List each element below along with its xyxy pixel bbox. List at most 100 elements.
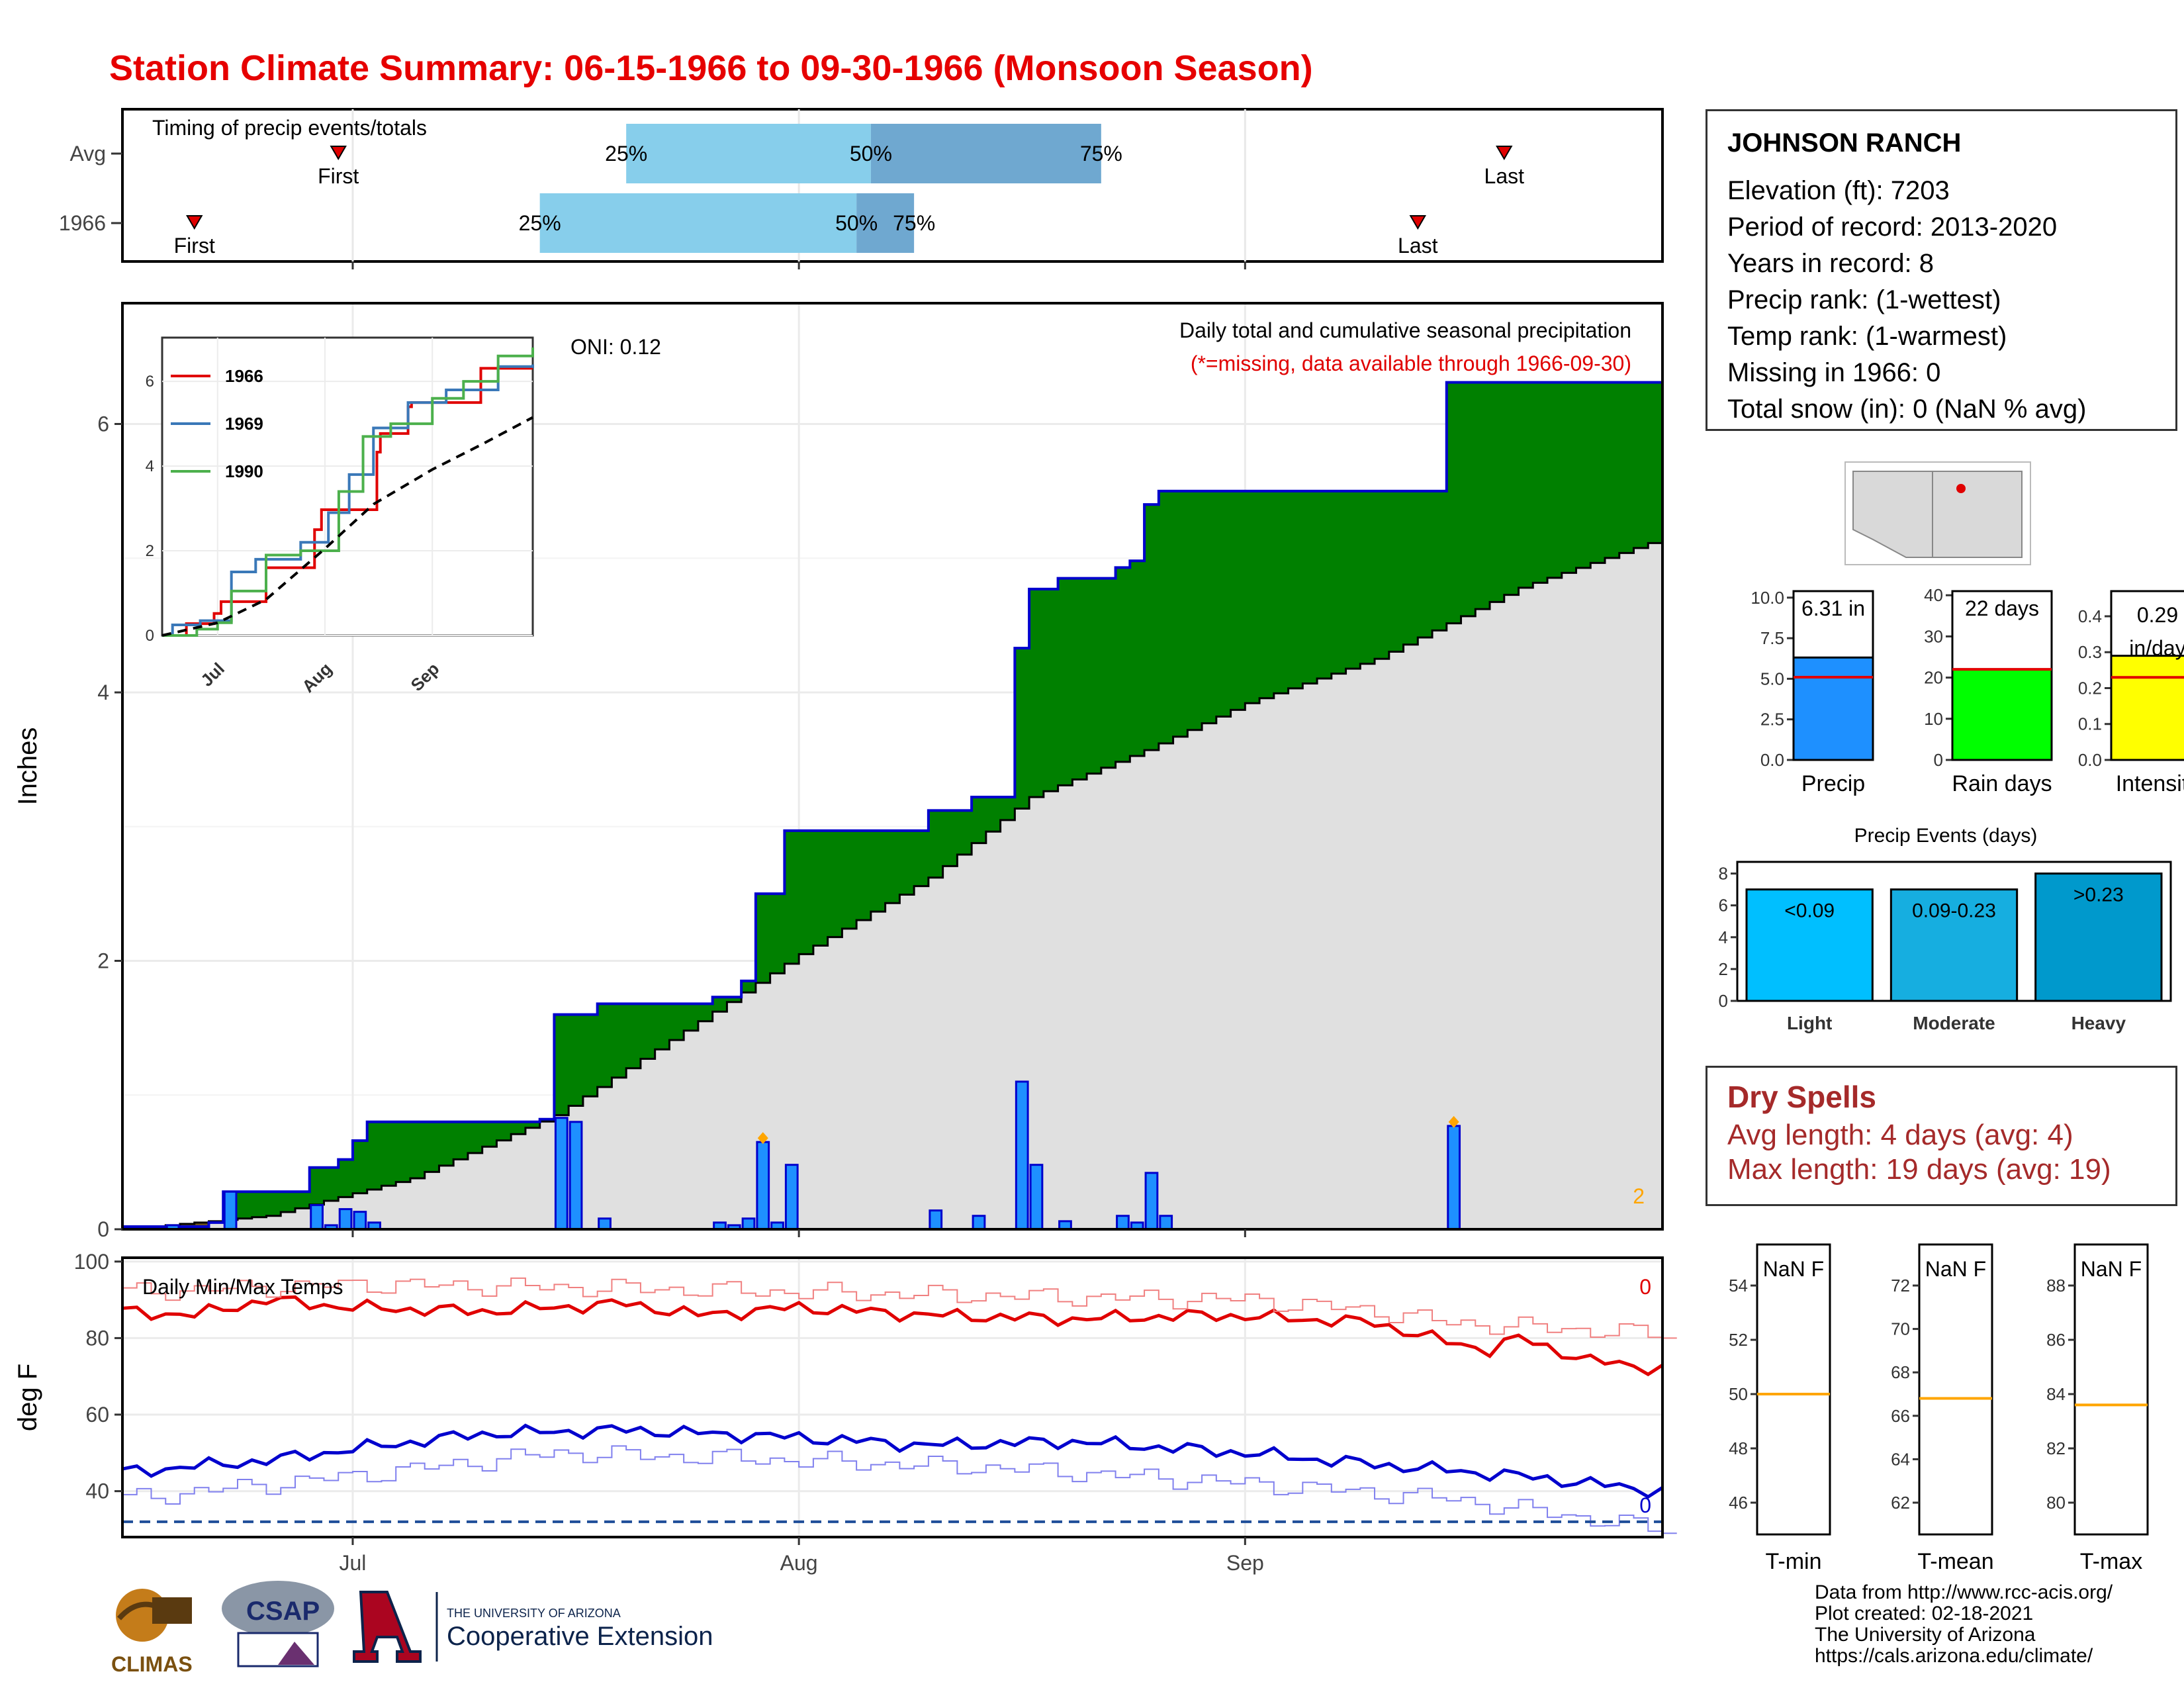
- timing-panel: Timing of precip events/totals Avg 25% 50% 7…: [59, 108, 1664, 269]
- precip-above-avg: [1533, 382, 1548, 583]
- credit-line: The University of Arizona: [1815, 1624, 2036, 1646]
- precip-above-avg: [698, 1004, 713, 1021]
- precip-above-avg: [1072, 578, 1087, 780]
- oni-label: ONI: 0.12: [570, 335, 661, 359]
- temp-y-tick-label: 100: [74, 1250, 109, 1274]
- precip-above-avg: [1043, 588, 1059, 792]
- precip-above-avg: [1101, 578, 1116, 768]
- temp-summary-y-tick-label: 88: [2046, 1276, 2066, 1295]
- station-precip-rank: Precip rank: (1-wettest): [1727, 285, 2001, 314]
- summary-bar-precip: [1792, 656, 1874, 761]
- events-bar-label: 0.09-0.23: [1912, 900, 1996, 922]
- precip-above-avg: [453, 1121, 469, 1160]
- precip-above-avg: [813, 830, 829, 946]
- precip-above-avg: [1345, 491, 1361, 669]
- timing-bar-50-75: [856, 193, 915, 253]
- precip-above-avg: [281, 1192, 296, 1213]
- precip-above-avg: [1504, 382, 1520, 595]
- precip-above-avg: [352, 1141, 368, 1194]
- events-bar-label: >0.23: [2073, 884, 2124, 906]
- timing-first-label: First: [318, 164, 359, 188]
- temp-y-tick-label: 40: [85, 1479, 109, 1503]
- temp-summary-y-tick-label: 52: [1729, 1330, 1748, 1350]
- ua-logo: THE UNIVERSITY OF ARIZONA Cooperative Ex…: [353, 1591, 713, 1663]
- temp-frame: [121, 1256, 1664, 1538]
- summary-y-tick-label: 40: [1924, 585, 1943, 605]
- dry-spells-box: Dry Spells Avg length: 4 days (avg: 4) M…: [1706, 1066, 2177, 1206]
- inset-legend-label: 1969: [225, 414, 263, 434]
- precip-above-avg: [784, 830, 799, 964]
- precip-marker-icon: [1448, 1115, 1459, 1128]
- precip-above-avg: [1015, 648, 1030, 809]
- inset-frame: [161, 336, 534, 637]
- precip-above-avg: [1360, 491, 1375, 664]
- timing-pct-label: 25%: [519, 211, 561, 235]
- precip-above-avg: [640, 1004, 656, 1059]
- timing-row-label: 1966: [59, 211, 106, 235]
- temp-summary-y-tick-label: 68: [1891, 1362, 1910, 1382]
- precip-above-avg: [1648, 382, 1663, 543]
- events-y-tick-label: 0: [1719, 991, 1728, 1011]
- summary-y-tick-label: 0.2: [2078, 678, 2102, 698]
- page-title: Station Climate Summary: 06-15-1966 to 0…: [109, 48, 1313, 88]
- climas-logo: CLIMAS: [111, 1589, 193, 1676]
- timing-pct-label: 25%: [605, 142, 647, 165]
- temp-summary-value: NaN F: [2081, 1257, 2142, 1281]
- precip-above-avg: [295, 1192, 310, 1209]
- temp-summary-y-tick-label: 48: [1729, 1438, 1748, 1458]
- precip-y-tick-label: 0: [97, 1217, 109, 1241]
- summary-value: 6.31 in: [1801, 596, 1865, 620]
- summary-label: Precip: [1801, 771, 1865, 796]
- temp-summary-y-tick-label: 72: [1891, 1276, 1910, 1295]
- precip-above-avg: [1000, 797, 1015, 820]
- timing-marker-icon: [1409, 215, 1427, 230]
- summary-value-unit: in/day: [2129, 636, 2184, 660]
- precip-above-avg: [1375, 491, 1390, 659]
- precip-above-avg: [1202, 491, 1217, 724]
- precip-above-avg: [1605, 382, 1620, 558]
- precip-above-avg: [554, 1014, 569, 1115]
- precip-above-avg: [396, 1121, 411, 1182]
- timing-pct-label: 75%: [893, 211, 935, 235]
- precip-above-avg: [1576, 382, 1591, 568]
- summary-y-tick-label: 30: [1924, 626, 1943, 646]
- events-category-label: Light: [1787, 1013, 1832, 1033]
- timing-first-label: First: [174, 234, 215, 258]
- ua-text: THE UNIVERSITY OF ARIZONA: [447, 1607, 621, 1620]
- timing-last-label: Last: [1398, 234, 1438, 258]
- summary-label: Intensity: [2116, 771, 2184, 796]
- temp-summary-y-tick-label: 46: [1729, 1493, 1748, 1513]
- temp-summary-y-tick-label: 62: [1891, 1493, 1910, 1513]
- inset-y-tick-label: 6: [146, 373, 154, 391]
- station-missing: Missing in 1966: 0: [1727, 358, 1941, 387]
- precip-above-avg: [1490, 382, 1505, 602]
- summary-bar-intensity: [2110, 655, 2184, 761]
- temp-summary-label: T-mean: [1917, 1549, 1993, 1574]
- precip-above-avg: [1403, 491, 1418, 645]
- precip-above-avg: [827, 830, 842, 937]
- temp-chart-title: Daily Min/Max Temps: [142, 1275, 343, 1299]
- precip-above-avg: [1087, 578, 1102, 774]
- temp-max-count: 0: [1639, 1275, 1651, 1299]
- precip-above-avg: [1561, 382, 1577, 573]
- precip-above-avg: [985, 797, 1001, 832]
- timing-bar-25-50: [539, 193, 857, 253]
- temp-summary-value: NaN F: [1925, 1257, 1986, 1281]
- temp-summary-value: NaN F: [1763, 1257, 1824, 1281]
- precip-above-avg: [597, 1004, 612, 1088]
- precip-above-avg: [1245, 491, 1260, 704]
- precip-above-avg: [1288, 491, 1303, 688]
- csap-text: CSAP: [246, 1597, 320, 1626]
- precip-below-avg: [179, 1223, 195, 1227]
- timing-title: Timing of precip events/totals: [152, 116, 427, 140]
- temp-summary-y-tick-label: 70: [1891, 1319, 1910, 1339]
- temp-min-count: 0: [1639, 1493, 1651, 1517]
- precip-above-avg: [770, 894, 785, 974]
- summary-value: 22 days: [1965, 596, 2039, 620]
- precip-above-avg: [612, 1004, 627, 1078]
- inset-legend-label: 1990: [225, 461, 263, 481]
- precip-above-avg: [1187, 491, 1203, 730]
- precip-above-avg: [1547, 382, 1563, 578]
- timing-last-label: Last: [1484, 164, 1525, 188]
- precip-above-avg: [1029, 588, 1044, 798]
